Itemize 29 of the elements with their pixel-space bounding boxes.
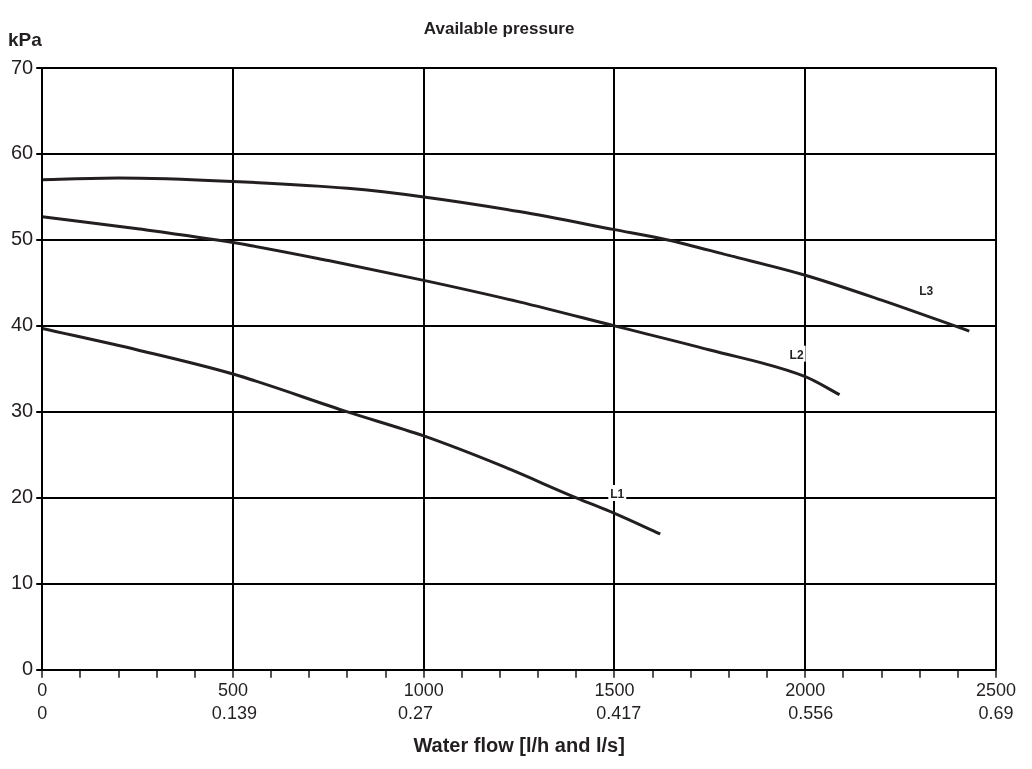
y-tick-label: 40 [11, 313, 34, 336]
series-label: L2 [789, 347, 804, 362]
series-label: L1 [610, 486, 625, 501]
y-tick-label: 20 [11, 485, 34, 508]
x2-tick-label: 0.27 [397, 703, 433, 724]
x-tick-label: 2500 [975, 679, 1017, 700]
x-tick-label: 1000 [403, 679, 444, 700]
x-tick-label: 1500 [594, 679, 635, 700]
y-tick-label: 10 [11, 571, 34, 594]
x2-tick-label: 0.417 [596, 703, 642, 724]
x-tick-label: 500 [217, 679, 249, 700]
x2-tick-label: 0.139 [211, 703, 257, 724]
y-axis-title: kPa [8, 29, 43, 50]
line-series [42, 215, 842, 397]
x2-tick-label: 0.69 [978, 703, 1014, 724]
chart-title: Available pressure [423, 19, 575, 38]
y-tick-label: 50 [11, 227, 34, 250]
x-tick-label: 2000 [785, 679, 826, 700]
x2-tick-label: 0.556 [788, 703, 834, 724]
line-series [42, 176, 971, 333]
y-tick-label: 60 [11, 141, 34, 164]
line-series [42, 326, 662, 536]
series-label: L3 [919, 284, 934, 299]
y-tick-label: 0 [22, 657, 34, 680]
y-tick-label: 70 [11, 55, 34, 78]
x-tick-label: 0 [37, 679, 48, 700]
x2-tick-label: 0 [37, 703, 48, 724]
y-tick-label: 30 [11, 399, 34, 422]
x-axis-title: Water flow [l/h and l/s] [413, 734, 625, 756]
